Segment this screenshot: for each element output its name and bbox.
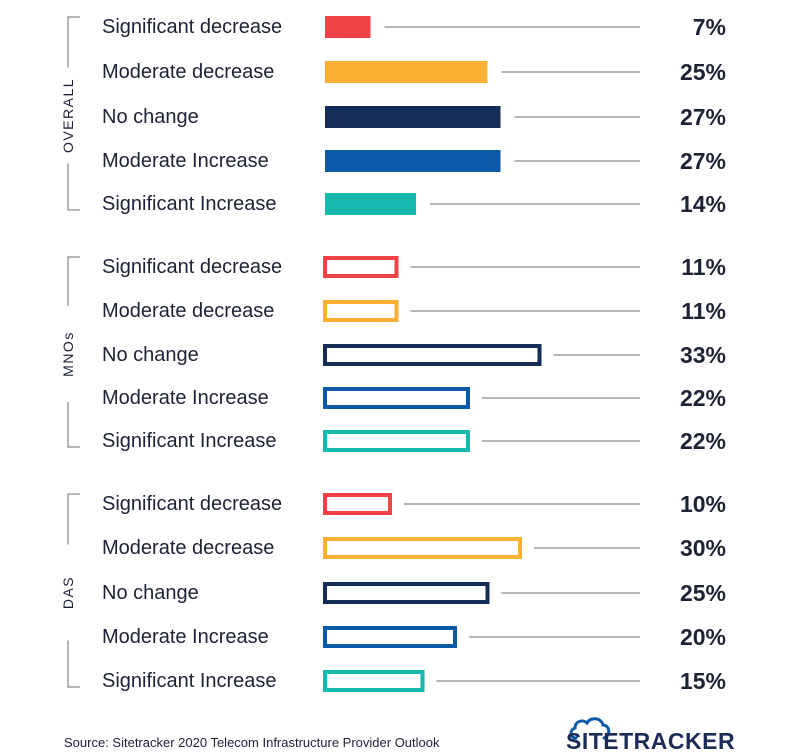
data-label: 30%	[680, 535, 726, 561]
category-label: Significant decrease	[102, 16, 282, 38]
data-label: 22%	[680, 385, 726, 411]
data-label: 11%	[681, 254, 726, 280]
group-label: MNOs	[60, 331, 76, 377]
bar	[323, 493, 392, 515]
group-label: DAS	[60, 576, 76, 609]
category-label: No change	[102, 582, 199, 604]
bar	[323, 300, 399, 322]
group-bracket-bottom	[67, 640, 80, 688]
category-label: Significant Increase	[102, 670, 277, 692]
bar	[323, 626, 457, 648]
data-label: 20%	[680, 624, 726, 650]
bar	[323, 344, 542, 366]
category-label: No change	[102, 344, 199, 366]
category-label: Significant Increase	[102, 193, 277, 215]
data-label: 7%	[693, 14, 726, 40]
data-label: 15%	[680, 668, 726, 694]
sitetracker-logo: SITETRACKER	[566, 716, 736, 754]
group-bracket-top	[67, 16, 80, 68]
data-label: 27%	[680, 104, 726, 130]
bar	[323, 256, 399, 278]
logo-text: SITETRACKER	[566, 728, 736, 754]
bar	[325, 106, 501, 128]
data-label: 14%	[680, 191, 726, 217]
category-label: No change	[102, 106, 199, 128]
category-label: Moderate decrease	[102, 61, 274, 83]
bar	[325, 61, 488, 83]
bar	[323, 582, 490, 604]
category-label: Moderate Increase	[102, 626, 269, 648]
group-bracket-bottom	[67, 163, 80, 211]
source-note: Source: Sitetracker 2020 Telecom Infrast…	[64, 735, 440, 750]
bar	[323, 430, 470, 452]
category-label: Moderate decrease	[102, 537, 274, 559]
bar	[323, 387, 470, 409]
group-bracket-top	[67, 256, 80, 306]
category-label: Moderate Increase	[102, 387, 269, 409]
category-label: Moderate Increase	[102, 150, 269, 172]
data-label: 33%	[680, 342, 726, 368]
bar	[323, 670, 425, 692]
category-label: Significant decrease	[102, 493, 282, 515]
category-label: Significant Increase	[102, 430, 277, 452]
category-label: Significant decrease	[102, 256, 282, 278]
data-label: 25%	[680, 580, 726, 606]
data-label: 25%	[680, 59, 726, 85]
bar	[325, 193, 416, 215]
group-label: OVERALL	[60, 78, 76, 153]
data-label: 27%	[680, 148, 726, 174]
cloud-icon	[569, 717, 611, 740]
bar	[325, 16, 371, 38]
data-label: 22%	[680, 428, 726, 454]
data-label: 10%	[680, 491, 726, 517]
category-label: Moderate decrease	[102, 300, 274, 322]
data-label: 11%	[681, 298, 726, 324]
bar	[325, 150, 501, 172]
bar	[323, 537, 522, 559]
group-bracket-top	[67, 493, 80, 545]
group-bracket-bottom	[67, 402, 80, 448]
